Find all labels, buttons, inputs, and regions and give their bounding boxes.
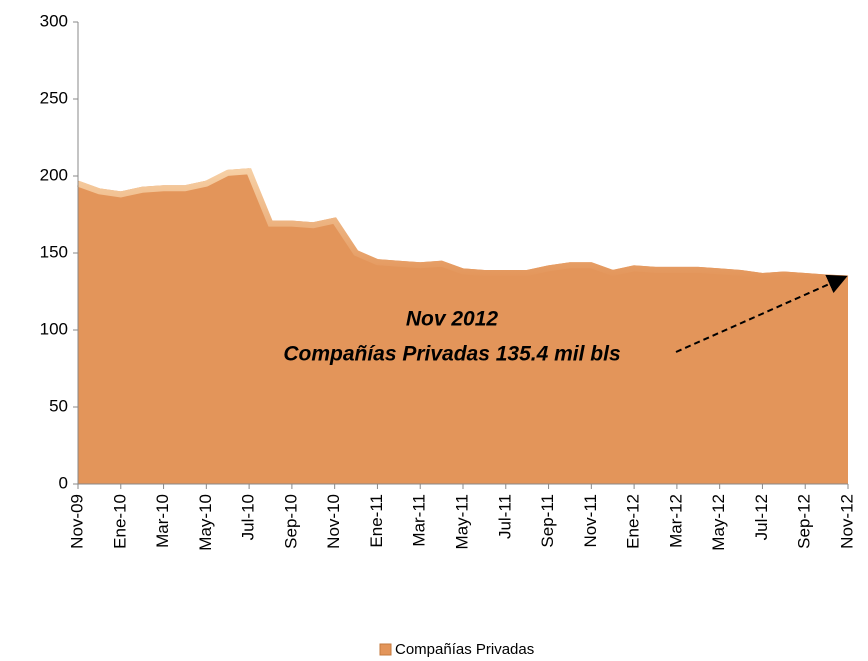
legend-swatch	[379, 643, 392, 656]
x-tick-label: Mar-11	[410, 494, 429, 547]
x-tick-label: Ene-11	[367, 494, 386, 548]
x-tick-label: Nov-09	[67, 494, 86, 549]
annotation: Nov 2012	[406, 308, 499, 331]
x-tick-label: Ene-10	[110, 494, 129, 549]
x-tick-label: Jul-10	[239, 494, 258, 540]
x-tick-label: Sep-10	[281, 494, 300, 549]
legend-label: Compañías Privadas	[395, 641, 534, 658]
y-tick-label: 0	[59, 473, 68, 492]
x-tick-label: Nov-10	[324, 494, 343, 549]
area	[78, 168, 848, 485]
y-tick-label: 50	[49, 396, 68, 415]
x-tick-label: May-12	[709, 494, 728, 551]
x-tick-label: Jul-11	[495, 494, 514, 539]
y-tick-label: 100	[40, 319, 68, 338]
area-edge	[76, 168, 849, 282]
x-tick-label: Mar-12	[666, 494, 685, 548]
y-tick-label: 300	[40, 11, 68, 30]
x-tick-label: Nov-11	[581, 494, 600, 548]
y-tick-label: 250	[40, 88, 68, 107]
x-tick-label: Sep-11	[538, 494, 557, 548]
x-tick-label: Mar-10	[153, 494, 172, 548]
x-tick-label: Ene-12	[624, 494, 643, 549]
x-tick-label: May-11	[452, 494, 471, 549]
x-tick-label: Jul-12	[752, 494, 771, 540]
x-tick-label: Sep-12	[795, 494, 814, 549]
y-tick-label: 200	[40, 165, 68, 184]
x-tick-label: Nov-12	[837, 494, 856, 549]
y-tick-label: 150	[40, 242, 68, 261]
annotation-arrow	[675, 274, 848, 353]
annotation: Compañías Privadas 135.4 mil bls	[283, 343, 620, 366]
x-tick-label: May-10	[196, 494, 215, 551]
